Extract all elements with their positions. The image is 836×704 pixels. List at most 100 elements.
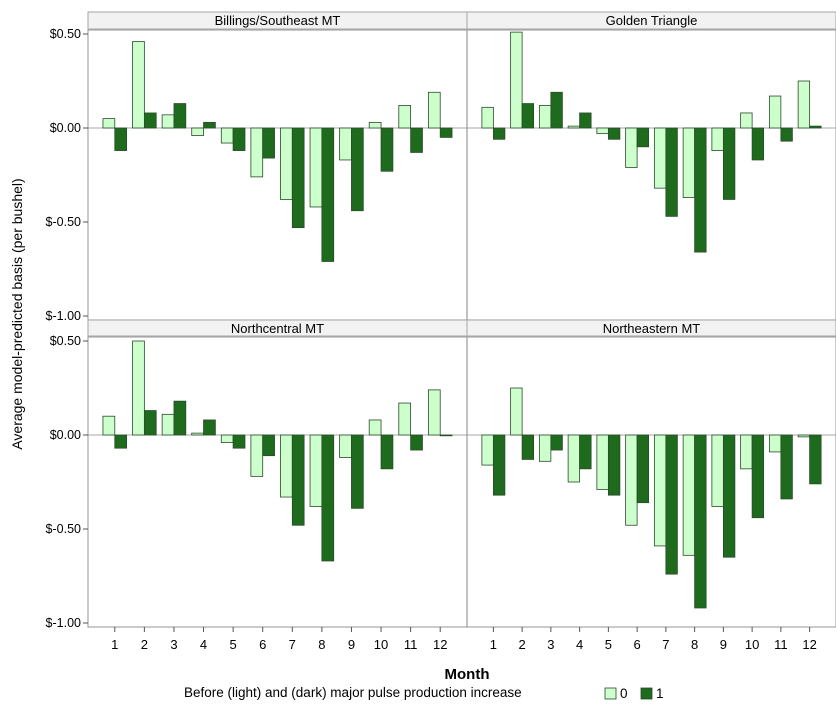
bar-billings-southeast-mt-s0-m6 [250, 127, 264, 178]
bar-golden-triangle-s1-m11 [780, 127, 793, 142]
bar-golden-triangle-s1-m12 [809, 125, 822, 129]
bar-northeastern-mt-s0-m9 [711, 434, 724, 507]
bar-golden-triangle-s1-m10 [751, 127, 765, 161]
y-tick-label: $0.00 [50, 121, 81, 135]
x-tick-label: 7 [662, 637, 669, 652]
x-tick-label: 10 [374, 637, 388, 652]
panel-frame [87, 336, 468, 628]
bar-northcentral-mt-s0-m9 [339, 434, 352, 458]
panel-frame [87, 29, 468, 321]
panel-golden-triangle: Golden Triangle [466, 11, 836, 321]
x-tick-label: 4 [200, 637, 207, 652]
bar-northeastern-mt-s0-m3 [538, 434, 552, 462]
x-tick-label: 1 [490, 637, 497, 652]
bar-northcentral-mt-s1-m6 [262, 434, 275, 457]
bar-billings-southeast-mt-s1-m9 [351, 127, 364, 212]
bar-golden-triangle-s1-m6 [636, 127, 650, 148]
bar-billings-southeast-mt-s1-m12 [439, 127, 453, 138]
bar-northeastern-mt-s1-m10 [751, 434, 765, 519]
panel-frame [466, 336, 836, 628]
bar-northeastern-mt-s0-m7 [653, 434, 667, 547]
y-tick-label: $-1.00 [46, 616, 81, 630]
bar-billings-southeast-mt-s0-m2 [132, 41, 145, 129]
panel-header [466, 11, 836, 30]
bar-billings-southeast-mt-s1-m10 [380, 127, 394, 172]
panel-title: Northcentral MT [231, 321, 324, 336]
legend: Before (light) and (dark) major pulse pr… [184, 685, 664, 701]
bar-northcentral-mt-s0-m1 [102, 415, 116, 436]
x-tick-label: 11 [404, 637, 418, 652]
bar-northeastern-mt-s0-m4 [567, 434, 581, 483]
bar-northcentral-mt-s1-m11 [410, 434, 423, 451]
bar-northeastern-mt-s1-m1 [492, 434, 506, 496]
bar-northcentral-mt-s1-m12 [439, 434, 453, 437]
panel-title: Golden Triangle [606, 13, 698, 28]
legend-swatch-1 [640, 687, 653, 700]
bar-northcentral-mt-s0-m7 [280, 434, 293, 498]
bar-billings-southeast-mt-s0-m10 [368, 121, 382, 129]
bar-billings-southeast-mt-s1-m3 [173, 103, 187, 129]
bar-northeastern-mt-s1-m6 [636, 434, 650, 504]
y-axis-label: Average model-predicted basis (per bushe… [9, 178, 25, 449]
x-tick-label: 9 [348, 637, 355, 652]
x-tick-label: 7 [289, 637, 296, 652]
bar-golden-triangle-s1-m3 [550, 91, 563, 129]
bar-billings-southeast-mt-s0-m3 [161, 114, 175, 129]
bar-billings-southeast-mt-s1-m5 [232, 127, 246, 151]
bar-billings-southeast-mt-s1-m11 [410, 127, 423, 153]
bar-northeastern-mt-s0-m6 [625, 434, 638, 526]
bar-northcentral-mt-s0-m11 [398, 402, 412, 436]
bar-northeastern-mt-s1-m4 [579, 434, 592, 470]
x-tick-label: 12 [802, 637, 816, 652]
legend-label-0: 0 [620, 686, 628, 701]
panel-title: Billings/Southeast MT [215, 13, 341, 28]
bar-northeastern-mt-s1-m2 [521, 434, 535, 460]
bar-billings-southeast-mt-s1-m1 [114, 127, 128, 151]
x-tick-label: 9 [720, 637, 727, 652]
bar-northcentral-mt-s1-m1 [114, 434, 128, 449]
bar-golden-triangle-s0-m3 [538, 105, 552, 129]
x-tick-label: 4 [576, 637, 583, 652]
bar-billings-southeast-mt-s1-m6 [262, 127, 275, 159]
bar-golden-triangle-s1-m5 [607, 127, 621, 140]
x-tick-label: 6 [259, 637, 266, 652]
bar-northeastern-mt-s1-m5 [607, 434, 621, 496]
bar-billings-southeast-mt-s1-m8 [321, 127, 335, 262]
bar-golden-triangle-s0-m11 [768, 95, 782, 129]
x-tick-label: 3 [547, 637, 554, 652]
bar-northcentral-mt-s1-m9 [351, 434, 364, 509]
bar-golden-triangle-s0-m9 [711, 127, 724, 151]
bar-northcentral-mt-s0-m10 [368, 419, 382, 436]
y-tick-label: $0.50 [50, 334, 81, 348]
panel-northeastern-mt: Northeastern MT1 2 3 4 5 6 7 8 9 10 11 12 [466, 319, 836, 652]
bar-golden-triangle-s0-m1 [481, 106, 494, 129]
bar-northeastern-mt-s1-m7 [665, 434, 678, 575]
y-tick-label: $0.00 [50, 428, 81, 442]
bar-northeastern-mt-s0-m8 [682, 434, 696, 556]
bar-golden-triangle-s1-m7 [665, 127, 678, 217]
bar-northcentral-mt-s1-m4 [203, 419, 216, 436]
bar-northeastern-mt-s0-m1 [481, 434, 494, 466]
bar-northeastern-mt-s0-m12 [797, 434, 811, 438]
bar-northeastern-mt-s1-m12 [809, 434, 822, 485]
bar-golden-triangle-s0-m6 [625, 127, 638, 168]
bar-golden-triangle-s0-m10 [740, 112, 753, 129]
bar-billings-southeast-mt-s0-m9 [339, 127, 352, 161]
bar-northeastern-mt-s0-m2 [510, 387, 523, 436]
bar-golden-triangle-s0-m2 [510, 31, 523, 129]
bar-golden-triangle-s0-m5 [596, 127, 609, 135]
bar-billings-southeast-mt-s0-m7 [280, 127, 293, 200]
bar-billings-southeast-mt-s0-m12 [427, 91, 441, 129]
bar-northcentral-mt-s0-m8 [309, 434, 323, 507]
bar-northcentral-mt-s1-m2 [143, 410, 157, 436]
bar-billings-southeast-mt-s0-m8 [309, 127, 323, 208]
bar-northeastern-mt-s1-m11 [780, 434, 793, 500]
bar-golden-triangle-s1-m2 [521, 103, 535, 129]
bar-northeastern-mt-s0-m10 [740, 434, 753, 470]
bar-northcentral-mt-s0-m2 [132, 340, 145, 436]
bar-northcentral-mt-s0-m6 [250, 434, 264, 477]
bar-golden-triangle-s0-m7 [653, 127, 667, 189]
legend-title: Before (light) and (dark) major pulse pr… [184, 685, 522, 700]
panel-header [466, 319, 836, 337]
